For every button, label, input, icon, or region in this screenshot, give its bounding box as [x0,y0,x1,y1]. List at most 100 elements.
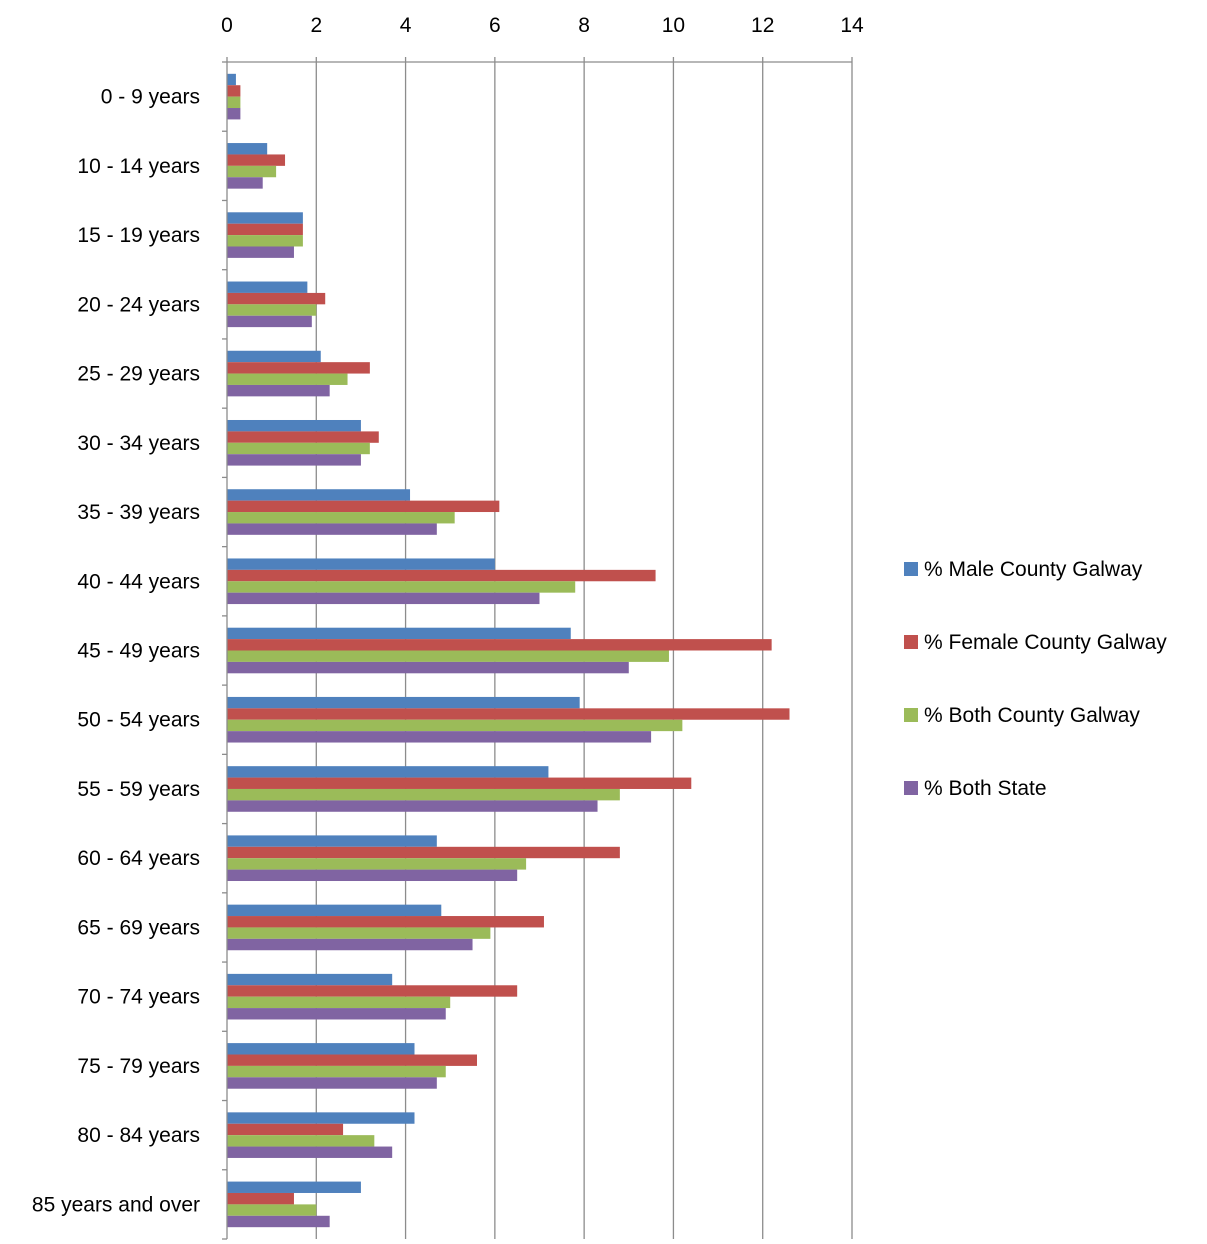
bar [227,800,598,812]
category-label: 75 - 79 years [77,1055,200,1078]
bar [227,938,473,951]
bars [227,73,790,1228]
category-label: 40 - 44 years [77,570,200,593]
bar [227,223,303,236]
bar [227,973,393,986]
bar [227,766,549,778]
x-axis: 0 2 4 6 8 10 12 14 [221,14,864,63]
bar [227,1146,393,1158]
bar [227,454,361,466]
x-tick-label: 2 [310,14,322,37]
x-tick-label: 10 [662,14,685,37]
bar [227,1043,415,1055]
bar [227,1135,375,1147]
bar [227,143,268,155]
category-label: 55 - 59 years [77,778,200,801]
category-label: 65 - 69 years [77,916,200,939]
bar [227,627,571,640]
bar [227,985,518,997]
x-tick-label: 12 [751,14,774,37]
bar [227,1077,437,1089]
bar [227,489,411,501]
x-tick-label: 4 [400,14,412,37]
bar [227,73,236,86]
bar [227,384,330,397]
x-tick-label: 14 [840,14,864,37]
bar [227,869,518,882]
category-label: 70 - 74 years [77,986,200,1009]
bar [227,212,303,224]
bar [227,85,241,97]
category-axis: 0 - 9 years 10 - 14 years 15 - 19 years 20 … [32,61,228,1240]
category-label: 25 - 29 years [77,363,200,386]
bar [227,1112,415,1124]
legend-swatch [904,708,918,722]
category-label: 0 - 9 years [101,86,200,109]
category-label: 30 - 34 years [77,432,200,455]
legend-swatch [904,562,918,576]
bar [227,846,620,859]
bar [227,315,312,328]
category-label: 35 - 39 years [77,501,200,524]
bar [227,1065,446,1078]
bar [227,858,527,870]
bar [227,292,326,305]
category-label: 60 - 64 years [77,847,200,870]
bar [227,1192,294,1205]
bar [227,996,451,1009]
bar [227,719,683,732]
category-label: 85 years and over [32,1193,200,1216]
bar [227,1123,344,1136]
category-label: 45 - 49 years [77,640,200,663]
bar [227,581,576,593]
bar [227,350,321,363]
legend-label: % Female County Galway [924,631,1167,654]
bar [227,696,580,709]
x-tick-label: 8 [578,14,590,37]
bar [227,373,348,385]
bar [227,927,491,939]
bar [227,419,361,432]
bar [227,500,500,513]
bar [227,835,437,847]
bar [227,177,263,189]
category-label: 10 - 14 years [77,155,200,178]
bar [227,558,495,570]
bar [227,154,286,166]
bar [227,431,379,443]
bar [227,777,692,789]
legend-label: % Both State [924,777,1047,800]
bar [227,523,437,535]
x-tick-label: 6 [489,14,501,37]
legend-label: % Male County Galway [924,558,1143,581]
bar [227,708,790,720]
category-label: 20 - 24 years [77,293,200,316]
legend-label: % Both County Galway [924,704,1140,727]
bar [227,639,772,651]
legend-swatch [904,781,918,795]
bar [227,362,370,374]
bar [227,1181,361,1193]
category-label: 50 - 54 years [77,709,200,732]
bar [227,904,442,917]
legend: % Male County Galway % Female County Galw… [904,558,1167,800]
bar [227,592,540,605]
category-label: 80 - 84 years [77,1124,200,1147]
category-label: 15 - 19 years [77,224,200,247]
bar [227,165,277,178]
bar [227,246,294,258]
bar [227,442,370,455]
bar [227,569,656,582]
bar [227,304,317,316]
bar [227,788,620,801]
bar [227,1215,330,1228]
bar [227,96,241,109]
legend-swatch [904,635,918,649]
bar [227,281,308,293]
bar [227,916,544,928]
bar [227,1054,477,1066]
x-tick-label: 0 [221,14,233,37]
bar [227,235,303,247]
bar [227,661,629,674]
bar [227,650,669,662]
